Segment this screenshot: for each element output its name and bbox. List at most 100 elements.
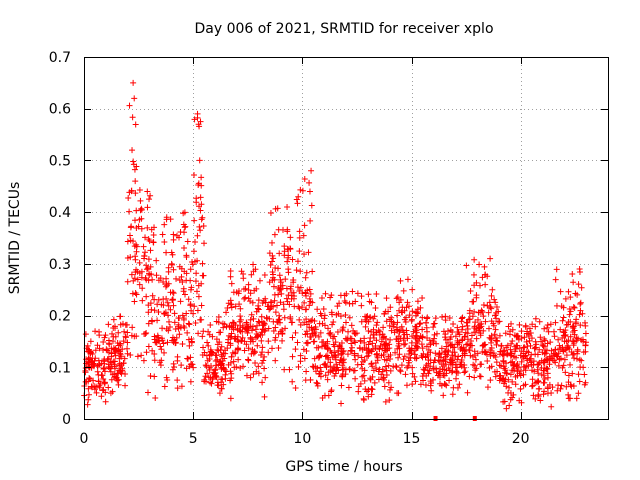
data-point xyxy=(422,381,429,388)
data-point xyxy=(165,327,172,334)
data-point xyxy=(507,371,514,378)
data-point xyxy=(478,361,485,368)
data-point xyxy=(406,312,413,319)
data-point xyxy=(204,339,211,346)
data-point xyxy=(352,356,359,363)
data-point xyxy=(92,355,99,362)
x-tick-label: 20 xyxy=(512,431,530,447)
data-point xyxy=(454,364,461,371)
data-point xyxy=(436,358,443,365)
data-point xyxy=(275,319,282,326)
data-point xyxy=(262,295,269,302)
data-point xyxy=(128,271,135,278)
axis-ticks: 0 0.1 0.2 0.3 0.4 0.5 0.6 0.7 0 5 10 15 20 xyxy=(49,50,608,447)
data-point xyxy=(276,272,283,279)
data-point xyxy=(531,368,538,375)
data-point xyxy=(455,353,462,360)
data-point xyxy=(348,340,355,347)
data-point xyxy=(247,316,254,323)
data-point xyxy=(456,331,463,338)
data-point xyxy=(555,362,562,369)
data-point xyxy=(518,348,525,355)
data-point xyxy=(582,322,589,329)
data-point xyxy=(103,346,110,353)
data-point xyxy=(441,380,448,387)
data-point xyxy=(191,171,198,178)
data-point xyxy=(324,352,331,359)
data-point xyxy=(153,272,160,279)
data-point xyxy=(271,297,278,304)
data-point xyxy=(508,320,515,327)
data-point xyxy=(490,322,497,329)
data-point xyxy=(393,364,400,371)
data-point xyxy=(443,343,450,350)
data-point xyxy=(342,311,349,318)
data-point xyxy=(95,357,102,364)
data-point xyxy=(301,222,308,229)
data-point xyxy=(120,338,127,345)
data-point xyxy=(450,321,457,328)
data-point xyxy=(509,338,516,345)
data-point xyxy=(243,372,250,379)
data-point xyxy=(303,328,310,335)
data-point xyxy=(344,351,351,358)
data-point xyxy=(404,299,411,306)
data-point xyxy=(563,352,570,359)
data-point xyxy=(224,345,231,352)
data-point xyxy=(575,281,582,288)
data-point xyxy=(212,358,219,365)
data-point xyxy=(148,317,155,324)
data-point xyxy=(265,349,272,356)
data-point xyxy=(245,286,252,293)
data-point xyxy=(272,357,279,364)
data-point xyxy=(530,358,537,365)
data-point xyxy=(187,378,194,385)
data-point xyxy=(320,305,327,312)
data-point xyxy=(443,370,450,377)
data-point xyxy=(467,352,474,359)
data-point xyxy=(465,347,472,354)
data-point xyxy=(394,319,401,326)
data-point xyxy=(505,376,512,383)
data-point xyxy=(417,381,424,388)
data-point xyxy=(206,331,213,338)
data-point xyxy=(484,384,491,391)
data-point xyxy=(502,330,509,337)
data-point xyxy=(405,357,412,364)
data-point xyxy=(247,338,254,345)
data-point xyxy=(188,307,195,314)
data-point xyxy=(253,285,260,292)
data-point xyxy=(198,174,205,181)
data-point xyxy=(567,381,574,388)
data-point xyxy=(131,275,138,282)
data-point xyxy=(444,352,451,359)
data-point xyxy=(111,323,118,330)
data-point xyxy=(187,361,194,368)
data-point xyxy=(254,342,261,349)
data-point xyxy=(289,319,296,326)
data-point xyxy=(166,323,173,330)
data-point xyxy=(201,240,208,247)
data-point xyxy=(165,312,172,319)
data-point xyxy=(277,276,284,283)
data-point xyxy=(447,359,454,366)
y-tick-label: 0.1 xyxy=(49,360,71,376)
data-point xyxy=(160,302,167,309)
data-point xyxy=(338,400,345,407)
data-point xyxy=(355,388,362,395)
data-point xyxy=(252,266,259,273)
data-point xyxy=(199,260,206,267)
data-point xyxy=(374,350,381,357)
data-point xyxy=(170,236,177,243)
data-point xyxy=(238,337,245,344)
data-point xyxy=(523,338,530,345)
data-point xyxy=(486,334,493,341)
data-point xyxy=(493,304,500,311)
data-point xyxy=(227,368,234,375)
data-point xyxy=(88,349,95,356)
data-point xyxy=(426,337,433,344)
data-point xyxy=(133,248,140,255)
data-point xyxy=(259,331,266,338)
data-point xyxy=(303,339,310,346)
data-point xyxy=(541,388,548,395)
